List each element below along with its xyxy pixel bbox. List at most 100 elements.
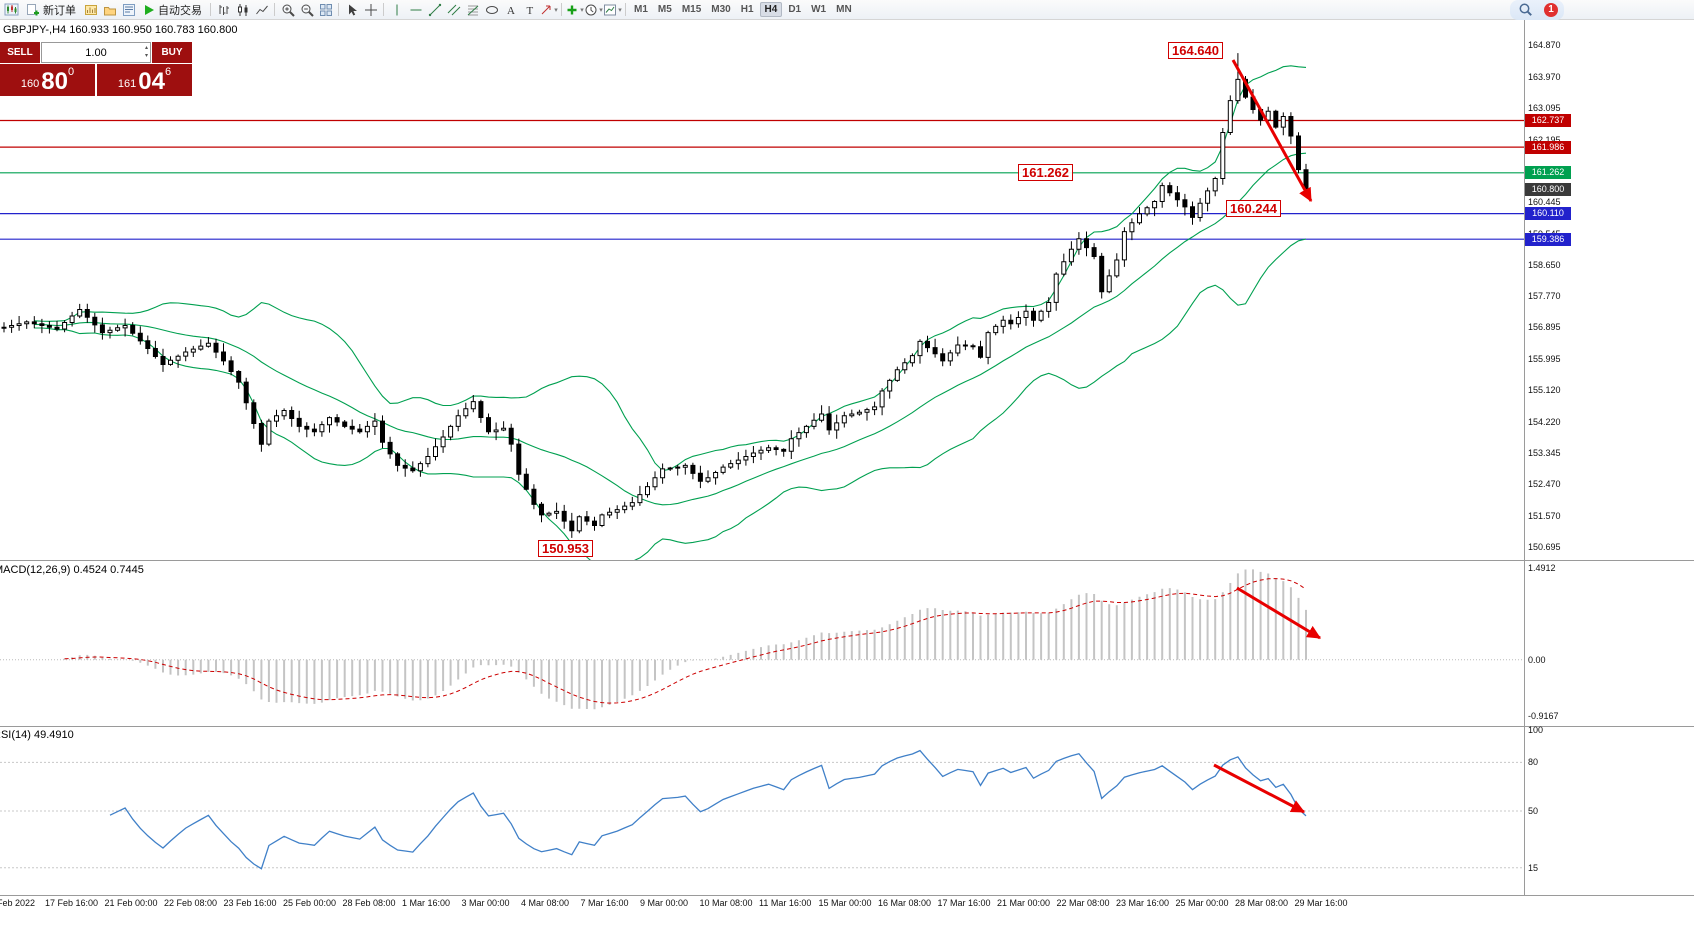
price-axis-label: 151.570 (1528, 511, 1561, 521)
arrows-icon[interactable]: ▾ (539, 1, 558, 19)
price-annotation[interactable]: 161.262 (1018, 164, 1073, 181)
time-axis-label: 25 Feb 00:00 (283, 898, 337, 908)
macd-axis-label: -0.9167 (1528, 711, 1559, 721)
zoom-out-icon[interactable] (297, 1, 316, 19)
timeframe-button-m15[interactable]: M15 (681, 4, 702, 15)
price-axis-label: 164.870 (1528, 40, 1561, 50)
toolbar-separator (625, 3, 626, 16)
time-axis-label: 29 Mar 16:00 (1294, 898, 1348, 908)
candlestick-icon[interactable] (233, 1, 252, 19)
time-axis-label: Feb 2022 (0, 898, 36, 908)
price-axis-tag: 160.800 (1525, 182, 1571, 196)
toolbar-separator (561, 3, 562, 16)
price-axis-label: 163.095 (1528, 102, 1561, 113)
notification-badge[interactable]: 1 (1544, 2, 1558, 17)
line-chart-icon[interactable] (252, 1, 271, 19)
time-axis-label: 17 Feb 16:00 (45, 898, 99, 908)
zoom-in-icon[interactable] (278, 1, 297, 19)
periods-icon[interactable]: ▾ (584, 1, 603, 19)
time-axis-label: 23 Mar 16:00 (1116, 898, 1170, 908)
crosshair-icon[interactable] (361, 1, 380, 19)
label-icon[interactable]: T (520, 1, 539, 19)
ohlc-bars-icon[interactable] (214, 1, 233, 19)
svg-text:T: T (526, 5, 533, 17)
price-annotation[interactable]: 160.244 (1226, 200, 1281, 217)
macd-axis-label: 1.4912 (1528, 563, 1556, 573)
indicators-icon[interactable]: ▾ (565, 1, 584, 19)
bollinger-bands (34, 65, 1307, 560)
time-axis-label: 28 Mar 08:00 (1235, 898, 1289, 908)
time-axis-label: 21 Mar 00:00 (997, 898, 1051, 908)
vertical-line-icon[interactable] (387, 1, 406, 19)
price-annotation[interactable]: 150.953 (538, 540, 593, 557)
toolbar-right-group: 1 (1510, 0, 1564, 20)
timeframe-button-h1[interactable]: H1 (740, 4, 754, 15)
cursor-icon[interactable] (342, 1, 361, 19)
volume-down-icon[interactable]: ▾ (144, 53, 148, 59)
horizontal-line-icon[interactable] (406, 1, 425, 19)
search-icon[interactable] (1516, 1, 1535, 19)
toolbar-separator (210, 3, 211, 16)
rsi-label: RSI(14) 49.4910 (0, 729, 74, 741)
time-axis-label: 11 Mar 16:00 (759, 898, 812, 908)
trend-arrow[interactable] (1231, 59, 1313, 203)
volume-up-icon[interactable]: ▴ (144, 45, 148, 51)
rsi-panel (0, 749, 1524, 870)
volume-input[interactable]: 1.00 ▴ ▾ (41, 42, 151, 63)
timeframe-button-m30[interactable]: M30 (711, 4, 731, 15)
fibonacci-icon[interactable] (463, 1, 482, 19)
timeframe-button-m5[interactable]: M5 (657, 4, 672, 15)
price-axis-label: 157.770 (1528, 291, 1561, 302)
time-axis-label: 17 Mar 16:00 (937, 898, 991, 908)
sell-price[interactable]: 160 80 0 (0, 64, 95, 96)
time-axis-label: 4 Mar 08:00 (521, 898, 570, 908)
time-axis-label: 28 Feb 08:00 (342, 898, 396, 908)
candlestick-series (1, 53, 1309, 538)
trend-arrow[interactable] (1213, 763, 1306, 814)
buy-button[interactable]: BUY (152, 42, 192, 63)
app-icon[interactable] (2, 1, 21, 19)
timeframe-button-d1[interactable]: D1 (788, 4, 802, 15)
volume-stepper[interactable]: ▴ ▾ (145, 44, 148, 60)
volume-value: 1.00 (85, 46, 107, 59)
trend-arrow[interactable] (1236, 586, 1322, 640)
shapes-icon[interactable] (482, 1, 501, 19)
autotrade-button[interactable]: 自动交易 (138, 1, 207, 19)
timeframe-button-mn[interactable]: MN (836, 4, 852, 15)
timeframe-button-m1[interactable]: M1 (634, 4, 648, 15)
svg-text:A: A (507, 5, 515, 17)
bollinger-lower-band (34, 238, 1307, 560)
chart-window-icon[interactable] (81, 1, 100, 19)
sell-button[interactable]: SELL (0, 42, 40, 63)
timeframe-button-w1[interactable]: W1 (811, 4, 827, 15)
price-axis-label: 156.895 (1528, 322, 1561, 333)
new-order-button[interactable]: 新订单 (21, 1, 81, 19)
sell-price-small: 160 (20, 78, 40, 90)
price-axis-tag: 161.262 (1525, 166, 1571, 180)
time-axis-label: 25 Mar 00:00 (1175, 898, 1229, 908)
time-axis-label: 7 Mar 16:00 (580, 898, 629, 908)
bear-candles (31, 78, 1309, 532)
macd-histogram (63, 569, 1307, 710)
price-axis-label: 152.470 (1528, 479, 1561, 490)
time-axis-label: 1 Mar 16:00 (402, 898, 451, 908)
tile-windows-icon[interactable] (316, 1, 335, 19)
price-axis-tag: 159.386 (1525, 232, 1571, 246)
data-window-icon[interactable] (119, 1, 138, 19)
buy-price[interactable]: 161 04 6 (97, 64, 192, 96)
bull-candles (1, 78, 1286, 532)
macd-axis-label: 0.00 (1528, 654, 1546, 665)
text-icon[interactable]: A (501, 1, 520, 19)
time-axis-label: 16 Mar 08:00 (878, 898, 932, 908)
channel-icon[interactable] (444, 1, 463, 19)
price-axis-tag: 160.110 (1525, 207, 1571, 221)
trendline-icon[interactable] (425, 1, 444, 19)
profiles-icon[interactable] (100, 1, 119, 19)
template-icon[interactable]: ▾ (603, 1, 622, 19)
bollinger-middle-band (34, 152, 1307, 506)
one-click-trading-panel: SELL 1.00 ▴ ▾ BUY 160 80 0 161 04 6 (0, 42, 192, 96)
price-axis-label: 163.970 (1528, 71, 1561, 82)
price-annotation[interactable]: 164.640 (1168, 42, 1223, 59)
timeframe-button-h4[interactable]: H4 (759, 2, 783, 17)
